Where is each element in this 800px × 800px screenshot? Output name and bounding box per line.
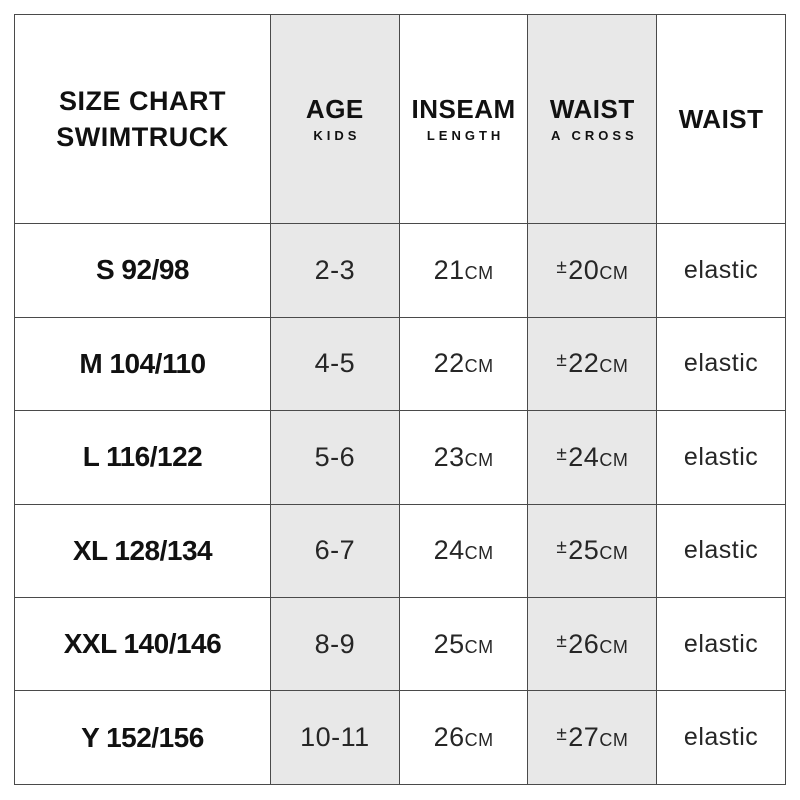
- table-row: XL 128/134 6-7 24CM ±25CM elastic: [14, 503, 786, 599]
- waist-type-cell: elastic: [656, 690, 786, 785]
- header-waist: WAIST: [656, 13, 786, 225]
- size-chart-table: SIZE CHART SWIMTRUCK AGE KIDS INSEAM LEN…: [14, 13, 786, 785]
- unit-label: CM: [599, 730, 629, 751]
- waist-type-cell: elastic: [656, 597, 786, 692]
- inseam-value: 23: [433, 441, 465, 472]
- unit-label: CM: [464, 636, 494, 657]
- unit-label: CM: [464, 543, 494, 564]
- chart-title-line2: SWIMTRUCK: [56, 122, 229, 153]
- inseam-cell: 26CM: [398, 690, 529, 785]
- inseam-value: 25: [433, 628, 465, 659]
- size-cell: XL 128/134: [14, 503, 271, 599]
- table-row: M 104/110 4-5 22CM ±22CM elastic: [14, 316, 786, 412]
- header-waist-across: WAIST A CROSS: [527, 13, 658, 225]
- plus-minus-sign: ±: [556, 256, 568, 278]
- age-cell: 6-7: [269, 503, 400, 599]
- age-cell: 2-3: [269, 223, 400, 318]
- header-waist-across-sub: A CROSS: [550, 127, 638, 143]
- size-cell: Y 152/156: [14, 690, 271, 785]
- unit-label: CM: [599, 543, 629, 564]
- inseam-value: 22: [433, 348, 465, 379]
- unit-label: CM: [464, 730, 494, 751]
- header-inseam-sub: LENGTH: [426, 127, 505, 143]
- age-cell: 4-5: [269, 316, 400, 412]
- waist-across-cell: ±25CM: [527, 503, 658, 599]
- header-waist-main: WAIST: [678, 103, 764, 134]
- unit-label: CM: [599, 262, 629, 283]
- inseam-cell: 23CM: [398, 410, 529, 505]
- waist-type-cell: elastic: [656, 223, 786, 318]
- waist-across-cell: ±22CM: [527, 316, 658, 412]
- inseam-value: 26: [433, 722, 465, 753]
- unit-label: CM: [599, 356, 629, 377]
- inseam-value: 21: [433, 254, 465, 285]
- header-age: AGE KIDS: [269, 13, 400, 225]
- plus-minus-sign: ±: [556, 443, 568, 465]
- header-inseam-main: INSEAM: [411, 94, 516, 125]
- unit-label: CM: [599, 636, 629, 657]
- waist-across-value: 26: [568, 628, 600, 659]
- unit-label: CM: [464, 262, 494, 283]
- header-inseam: INSEAM LENGTH: [398, 13, 529, 225]
- waist-across-value: 22: [568, 348, 600, 379]
- inseam-cell: 25CM: [398, 597, 529, 692]
- inseam-value: 24: [433, 535, 465, 566]
- age-cell: 8-9: [269, 597, 400, 692]
- waist-across-value: 27: [568, 722, 600, 753]
- table-row: Y 152/156 10-11 26CM ±27CM elastic: [14, 690, 786, 785]
- header-waist-across-main: WAIST: [549, 94, 635, 125]
- inseam-cell: 24CM: [398, 503, 529, 599]
- waist-across-cell: ±26CM: [527, 597, 658, 692]
- plus-minus-sign: ±: [556, 724, 568, 746]
- inseam-cell: 22CM: [398, 316, 529, 412]
- waist-across-value: 25: [568, 535, 600, 566]
- waist-across-cell: ±20CM: [527, 223, 658, 318]
- plus-minus-sign: ±: [556, 630, 568, 652]
- unit-label: CM: [464, 356, 494, 377]
- age-cell: 5-6: [269, 410, 400, 505]
- table-row: XXL 140/146 8-9 25CM ±26CM elastic: [14, 597, 786, 692]
- waist-type-cell: elastic: [656, 503, 786, 599]
- plus-minus-sign: ±: [556, 350, 568, 372]
- size-cell: XXL 140/146: [14, 597, 271, 692]
- plus-minus-sign: ±: [556, 537, 568, 559]
- header-size-chart: SIZE CHART SWIMTRUCK: [14, 13, 271, 225]
- table-row: S 92/98 2-3 21CM ±20CM elastic: [14, 223, 786, 318]
- size-cell: S 92/98: [14, 223, 271, 318]
- unit-label: CM: [464, 449, 494, 470]
- age-cell: 10-11: [269, 690, 400, 785]
- chart-title-line1: SIZE CHART: [58, 85, 226, 116]
- unit-label: CM: [599, 449, 629, 470]
- inseam-cell: 21CM: [398, 223, 529, 318]
- waist-across-value: 24: [568, 441, 600, 472]
- header-age-main: AGE: [305, 94, 364, 125]
- header-age-sub: KIDS: [313, 127, 361, 143]
- size-cell: L 116/122: [14, 410, 271, 505]
- waist-type-cell: elastic: [656, 316, 786, 412]
- waist-across-cell: ±27CM: [527, 690, 658, 785]
- waist-across-value: 20: [568, 254, 600, 285]
- waist-across-cell: ±24CM: [527, 410, 658, 505]
- table-row: L 116/122 5-6 23CM ±24CM elastic: [14, 410, 786, 505]
- header-row: SIZE CHART SWIMTRUCK AGE KIDS INSEAM LEN…: [14, 13, 786, 225]
- waist-type-cell: elastic: [656, 410, 786, 505]
- size-cell: M 104/110: [14, 316, 271, 412]
